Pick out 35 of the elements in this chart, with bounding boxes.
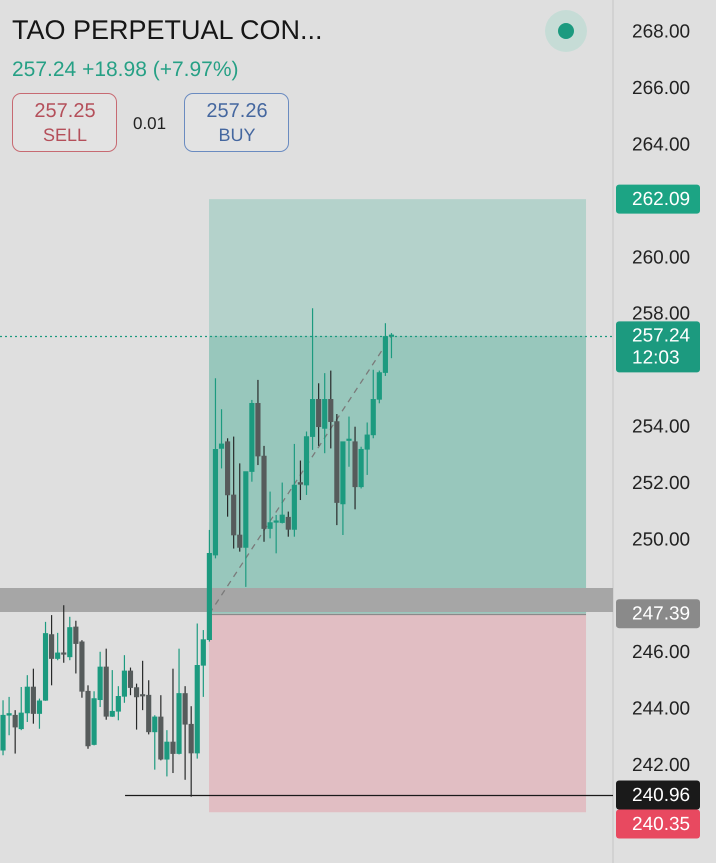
y-tick-label: 254.00 [632,416,690,438]
y-tick-label: 244.00 [632,698,690,720]
candlestick [286,510,291,538]
candlestick [55,632,60,661]
y-tick-label: 250.00 [632,529,690,550]
y-tick-label: 260.00 [632,247,690,268]
annotation: SELL [42,124,88,147]
candlestick [218,408,224,470]
y-tick-label: 246.00 [632,642,690,664]
candlestick [36,698,42,730]
candlestick [61,604,66,664]
candlestick [298,460,304,501]
y-tick-label: 266.00 [632,78,690,100]
ref-line-label: 247.39 [632,603,690,624]
text: 257.24 +18.98 (+7.97%) [12,57,239,83]
candlestick [346,416,352,468]
candlestick [152,714,158,770]
y-tick-label: 252.00 [632,472,690,494]
annotation: 257.26 [206,99,268,123]
candlestick [12,710,18,754]
candlestick [170,668,176,774]
y-tick-label: 242.00 [632,754,690,776]
candlestick [268,490,273,539]
candlestick [164,730,170,778]
annotation: 0.01 [133,114,166,133]
ref-line-label: 257.24 12:03 [632,326,691,369]
y-tick-label: 258.00 [632,304,690,325]
y-tick-label: 268.00 [632,22,690,43]
annotation: BUY [218,124,256,147]
text: TAO PERPETUAL CON... [12,14,323,46]
annotation: 257.25 [34,99,96,123]
band-label: 262.09 [632,188,690,210]
band-label: 240.35 [632,814,690,835]
ref-line-label: 240.96 [632,784,690,806]
y-tick-label: 264.00 [632,134,690,156]
